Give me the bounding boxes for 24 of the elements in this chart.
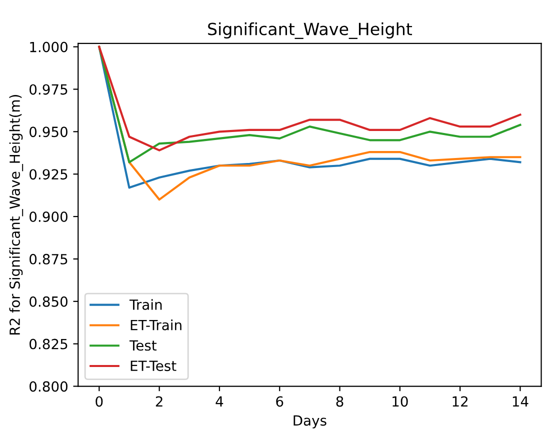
y-tick-label: 0.950 — [30, 126, 68, 138]
y-tick-label: 0.925 — [30, 169, 68, 180]
y-tick-label: 0.875 — [30, 254, 68, 264]
y-tick-label: 0.900 — [30, 211, 68, 222]
legend-label: Train — [129, 299, 162, 310]
x-axis-title: Days — [294, 415, 326, 428]
x-tick-label: 2 — [156, 396, 162, 407]
x-tick-label: 12 — [452, 396, 468, 407]
y-tick-label: 0.800 — [30, 381, 68, 392]
y-tick-label: 0.825 — [30, 338, 68, 350]
y-tick-label: 1.000 — [30, 42, 68, 52]
legend-label: ET-Test — [130, 360, 176, 372]
chart-title: Significant_Wave_Height — [208, 22, 412, 39]
x-tick-label: 14 — [512, 396, 528, 407]
x-tick-label: 4 — [216, 396, 224, 407]
x-tick-label: 8 — [336, 396, 344, 407]
legend-label: ET-Train — [130, 320, 182, 330]
y-tick-label: 0.975 — [30, 84, 68, 95]
y-axis-title: R2 for Significant_Wave_Height(m) — [9, 95, 24, 334]
x-tick-label: 10 — [392, 396, 408, 407]
legend-label: Test — [129, 340, 157, 351]
y-tick-label: 0.850 — [30, 296, 68, 307]
x-tick-label: 0 — [96, 396, 103, 407]
x-tick-label: 6 — [276, 396, 284, 407]
